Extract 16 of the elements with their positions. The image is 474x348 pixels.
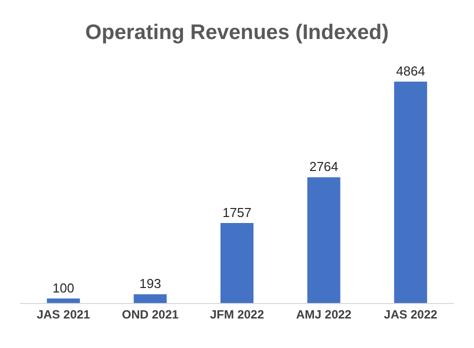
bar [394, 82, 428, 303]
data-label: 4864 [396, 64, 426, 79]
x-tick-label: AMJ 2022 [296, 307, 352, 322]
x-tick-label: JAS 2021 [36, 307, 90, 322]
data-label: 193 [139, 276, 162, 292]
data-label: 1757 [222, 205, 252, 220]
x-tick-label: OND 2021 [122, 307, 179, 322]
bar [134, 294, 167, 303]
bar [46, 298, 80, 303]
data-label: 100 [52, 280, 74, 296]
bar [220, 223, 254, 303]
x-tick-label: JFM 2022 [210, 307, 264, 322]
data-label: 2764 [309, 159, 338, 174]
x-tick-label: JAS 2022 [384, 307, 438, 322]
bar [307, 177, 340, 303]
chart-title: Operating Revenues (Indexed) [85, 21, 389, 44]
